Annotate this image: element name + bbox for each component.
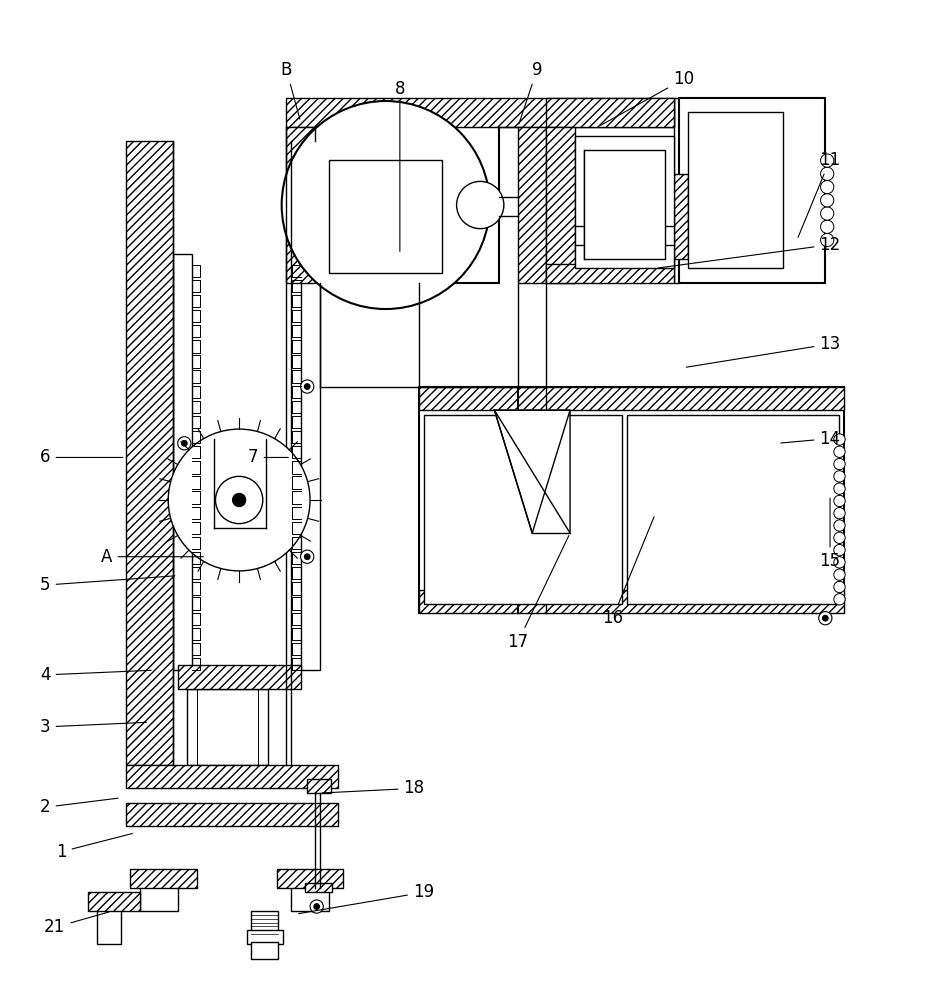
Bar: [126, 765, 339, 788]
Bar: [418, 590, 844, 613]
Bar: [187, 689, 267, 765]
Circle shape: [301, 550, 314, 563]
Bar: [547, 264, 674, 283]
Circle shape: [310, 900, 323, 913]
Circle shape: [834, 508, 845, 519]
Circle shape: [314, 904, 320, 909]
Bar: [418, 387, 844, 613]
Circle shape: [823, 615, 828, 621]
Circle shape: [301, 380, 314, 393]
Circle shape: [281, 101, 490, 309]
Bar: [689, 112, 783, 268]
Circle shape: [834, 581, 845, 593]
Bar: [251, 911, 278, 935]
Bar: [173, 254, 192, 670]
Circle shape: [821, 207, 834, 220]
Circle shape: [821, 233, 834, 247]
Bar: [277, 869, 343, 888]
Bar: [291, 883, 329, 911]
Circle shape: [821, 180, 834, 194]
Bar: [97, 907, 121, 944]
Polygon shape: [495, 410, 570, 533]
Text: 11: 11: [798, 151, 841, 237]
Circle shape: [304, 554, 310, 560]
Circle shape: [834, 520, 845, 531]
Circle shape: [834, 532, 845, 543]
Bar: [87, 892, 140, 911]
Bar: [178, 665, 301, 689]
Text: 16: 16: [602, 517, 654, 627]
Text: 2: 2: [40, 798, 118, 816]
Circle shape: [168, 429, 310, 571]
Text: 9: 9: [519, 61, 542, 124]
Bar: [126, 803, 339, 826]
Circle shape: [821, 220, 834, 233]
Text: 10: 10: [601, 70, 694, 125]
Text: 4: 4: [40, 666, 151, 684]
Bar: [140, 883, 178, 911]
Bar: [315, 204, 353, 221]
Bar: [547, 98, 674, 127]
Text: B: B: [281, 61, 300, 119]
Circle shape: [304, 384, 310, 389]
Bar: [674, 174, 689, 259]
Circle shape: [834, 483, 845, 494]
Text: 8: 8: [395, 80, 405, 251]
Bar: [627, 415, 840, 604]
Bar: [315, 242, 353, 259]
Circle shape: [819, 612, 832, 625]
Text: 1: 1: [56, 833, 132, 861]
Circle shape: [233, 493, 245, 507]
Circle shape: [178, 437, 191, 450]
Bar: [423, 415, 622, 604]
Circle shape: [834, 544, 845, 556]
Text: 15: 15: [820, 498, 841, 570]
Bar: [320, 127, 499, 283]
Circle shape: [821, 194, 834, 207]
Circle shape: [834, 557, 845, 568]
Bar: [246, 930, 282, 944]
Bar: [286, 98, 674, 127]
Bar: [674, 98, 679, 283]
Bar: [418, 387, 844, 410]
Bar: [204, 439, 275, 561]
Bar: [547, 127, 574, 283]
Circle shape: [821, 154, 834, 167]
Circle shape: [834, 471, 845, 482]
Text: 21: 21: [44, 912, 108, 936]
Bar: [130, 869, 197, 888]
Bar: [251, 942, 278, 959]
Text: 3: 3: [40, 718, 146, 736]
Bar: [679, 98, 825, 283]
Circle shape: [834, 458, 845, 470]
Bar: [126, 141, 173, 765]
Text: 6: 6: [40, 448, 123, 466]
Circle shape: [216, 476, 262, 524]
Bar: [329, 160, 442, 273]
Text: 13: 13: [687, 335, 841, 367]
Circle shape: [834, 446, 845, 457]
Bar: [574, 136, 674, 268]
Bar: [286, 127, 315, 283]
Circle shape: [834, 434, 845, 445]
Circle shape: [456, 181, 504, 229]
Text: 19: 19: [299, 883, 434, 914]
Bar: [305, 883, 332, 892]
Circle shape: [834, 569, 845, 580]
Circle shape: [821, 167, 834, 180]
Bar: [518, 127, 547, 283]
Text: 7: 7: [248, 448, 288, 466]
Text: 5: 5: [40, 576, 175, 594]
Bar: [307, 779, 331, 793]
Bar: [301, 254, 320, 670]
Text: 14: 14: [781, 430, 841, 448]
Circle shape: [182, 440, 187, 446]
Circle shape: [834, 495, 845, 507]
Text: 17: 17: [508, 536, 569, 651]
Text: 18: 18: [322, 779, 424, 797]
Bar: [584, 150, 665, 259]
Text: 12: 12: [658, 236, 841, 268]
Circle shape: [834, 594, 845, 605]
Text: A: A: [101, 548, 204, 566]
